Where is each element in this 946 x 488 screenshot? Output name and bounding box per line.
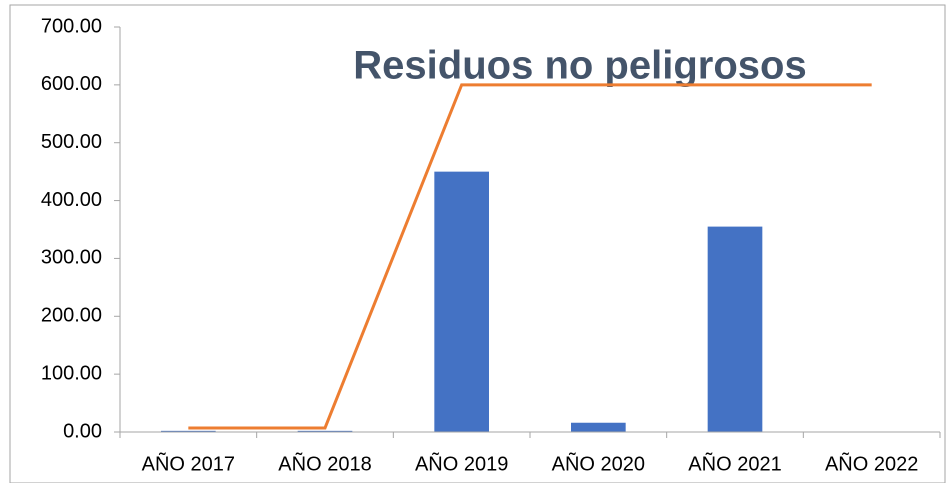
x-tick-label: AÑO 2020 — [552, 451, 645, 475]
y-tick-label: 700.00 — [41, 15, 102, 37]
y-tick-label: 200.00 — [41, 305, 102, 327]
y-tick-label: 0.00 — [63, 420, 102, 442]
x-tick-label: AÑO 2018 — [278, 451, 371, 475]
bar — [707, 226, 763, 432]
x-tick-label: AÑO 2022 — [825, 451, 918, 475]
x-tick-label: AÑO 2019 — [415, 451, 508, 475]
x-tick-label: AÑO 2021 — [688, 451, 781, 475]
chart-title: Residuos no peligrosos — [353, 44, 806, 88]
bar — [434, 171, 489, 432]
y-tick-label: 600.00 — [41, 73, 102, 95]
y-tick-label: 400.00 — [41, 189, 102, 211]
y-tick-label: 300.00 — [41, 247, 102, 269]
bar — [297, 430, 353, 432]
bar — [161, 430, 216, 432]
line — [188, 83, 872, 430]
y-tick-label: 500.00 — [41, 131, 102, 153]
y-tick-label: 100.00 — [41, 362, 102, 384]
bar — [571, 422, 626, 432]
x-tick-label: AÑO 2017 — [142, 451, 235, 475]
